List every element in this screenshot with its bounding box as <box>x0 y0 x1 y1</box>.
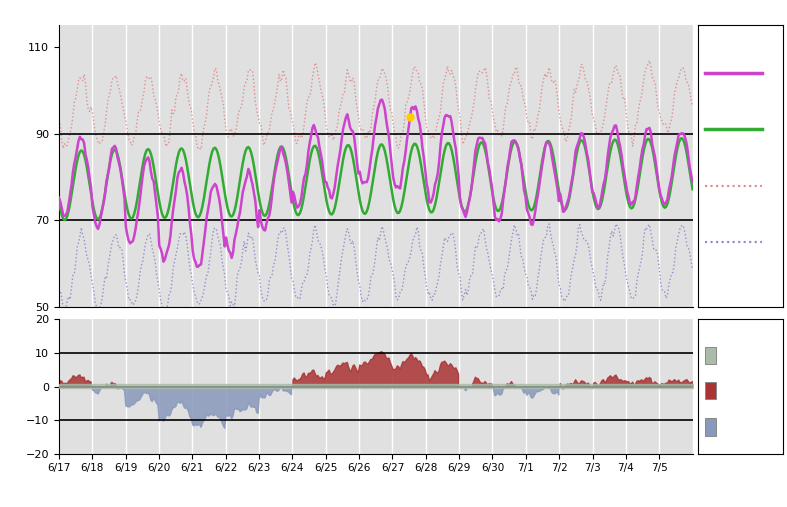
Bar <box>705 418 716 436</box>
Bar <box>705 347 716 365</box>
Bar <box>705 382 716 400</box>
